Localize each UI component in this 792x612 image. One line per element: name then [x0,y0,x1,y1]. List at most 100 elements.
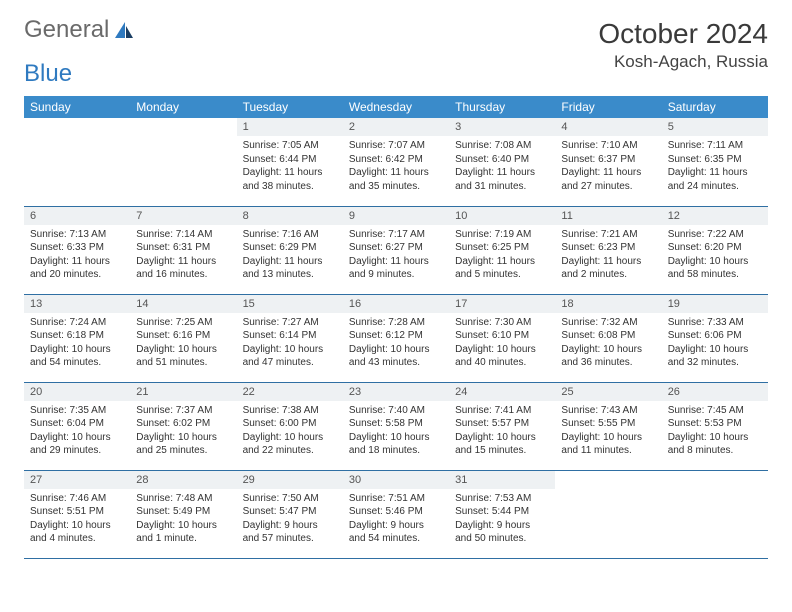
calendar-cell: 30Sunrise: 7:51 AMSunset: 5:46 PMDayligh… [343,470,449,558]
day-content: Sunrise: 7:33 AMSunset: 6:06 PMDaylight:… [662,313,768,376]
day-number: 7 [130,207,236,225]
day-number: 22 [237,383,343,401]
day-content: Sunrise: 7:08 AMSunset: 6:40 PMDaylight:… [449,136,555,199]
calendar-body: 1Sunrise: 7:05 AMSunset: 6:44 PMDaylight… [24,118,768,558]
day-content: Sunrise: 7:35 AMSunset: 6:04 PMDaylight:… [24,401,130,464]
calendar-cell: 29Sunrise: 7:50 AMSunset: 5:47 PMDayligh… [237,470,343,558]
calendar-cell [662,470,768,558]
logo: General [24,18,137,42]
day-number: 19 [662,295,768,313]
weekday-header: Saturday [662,96,768,118]
day-content: Sunrise: 7:07 AMSunset: 6:42 PMDaylight:… [343,136,449,199]
day-number: 17 [449,295,555,313]
day-content: Sunrise: 7:28 AMSunset: 6:12 PMDaylight:… [343,313,449,376]
day-content: Sunrise: 7:43 AMSunset: 5:55 PMDaylight:… [555,401,661,464]
day-content: Sunrise: 7:05 AMSunset: 6:44 PMDaylight:… [237,136,343,199]
day-content: Sunrise: 7:11 AMSunset: 6:35 PMDaylight:… [662,136,768,199]
calendar-cell: 23Sunrise: 7:40 AMSunset: 5:58 PMDayligh… [343,382,449,470]
calendar-cell: 14Sunrise: 7:25 AMSunset: 6:16 PMDayligh… [130,294,236,382]
day-content: Sunrise: 7:50 AMSunset: 5:47 PMDaylight:… [237,489,343,552]
day-number: 8 [237,207,343,225]
day-content: Sunrise: 7:21 AMSunset: 6:23 PMDaylight:… [555,225,661,288]
calendar-cell: 10Sunrise: 7:19 AMSunset: 6:25 PMDayligh… [449,206,555,294]
weekday-header: Tuesday [237,96,343,118]
day-content: Sunrise: 7:16 AMSunset: 6:29 PMDaylight:… [237,225,343,288]
day-content: Sunrise: 7:53 AMSunset: 5:44 PMDaylight:… [449,489,555,552]
day-content: Sunrise: 7:17 AMSunset: 6:27 PMDaylight:… [343,225,449,288]
calendar-cell: 1Sunrise: 7:05 AMSunset: 6:44 PMDaylight… [237,118,343,206]
calendar-row: 27Sunrise: 7:46 AMSunset: 5:51 PMDayligh… [24,470,768,558]
day-content: Sunrise: 7:32 AMSunset: 6:08 PMDaylight:… [555,313,661,376]
day-content: Sunrise: 7:41 AMSunset: 5:57 PMDaylight:… [449,401,555,464]
calendar-cell: 26Sunrise: 7:45 AMSunset: 5:53 PMDayligh… [662,382,768,470]
day-content: Sunrise: 7:10 AMSunset: 6:37 PMDaylight:… [555,136,661,199]
calendar-row: 6Sunrise: 7:13 AMSunset: 6:33 PMDaylight… [24,206,768,294]
calendar-cell: 28Sunrise: 7:48 AMSunset: 5:49 PMDayligh… [130,470,236,558]
calendar-row: 13Sunrise: 7:24 AMSunset: 6:18 PMDayligh… [24,294,768,382]
logo-text-blue: Blue [24,60,72,87]
calendar-cell: 13Sunrise: 7:24 AMSunset: 6:18 PMDayligh… [24,294,130,382]
calendar-cell: 7Sunrise: 7:14 AMSunset: 6:31 PMDaylight… [130,206,236,294]
calendar-cell: 22Sunrise: 7:38 AMSunset: 6:00 PMDayligh… [237,382,343,470]
day-number: 20 [24,383,130,401]
calendar-cell: 31Sunrise: 7:53 AMSunset: 5:44 PMDayligh… [449,470,555,558]
weekday-header-row: SundayMondayTuesdayWednesdayThursdayFrid… [24,96,768,118]
day-content: Sunrise: 7:37 AMSunset: 6:02 PMDaylight:… [130,401,236,464]
calendar-cell: 2Sunrise: 7:07 AMSunset: 6:42 PMDaylight… [343,118,449,206]
calendar-cell: 8Sunrise: 7:16 AMSunset: 6:29 PMDaylight… [237,206,343,294]
day-number: 4 [555,118,661,136]
day-content: Sunrise: 7:14 AMSunset: 6:31 PMDaylight:… [130,225,236,288]
day-number: 27 [24,471,130,489]
day-number: 30 [343,471,449,489]
logo-text-general: General [24,18,109,42]
day-content: Sunrise: 7:13 AMSunset: 6:33 PMDaylight:… [24,225,130,288]
calendar-table: SundayMondayTuesdayWednesdayThursdayFrid… [24,96,768,559]
day-content: Sunrise: 7:30 AMSunset: 6:10 PMDaylight:… [449,313,555,376]
weekday-header: Friday [555,96,661,118]
day-number: 24 [449,383,555,401]
day-number: 9 [343,207,449,225]
calendar-cell: 21Sunrise: 7:37 AMSunset: 6:02 PMDayligh… [130,382,236,470]
calendar-cell: 20Sunrise: 7:35 AMSunset: 6:04 PMDayligh… [24,382,130,470]
day-number: 23 [343,383,449,401]
day-number: 12 [662,207,768,225]
day-content: Sunrise: 7:46 AMSunset: 5:51 PMDaylight:… [24,489,130,552]
calendar-cell [555,470,661,558]
day-number: 18 [555,295,661,313]
day-content: Sunrise: 7:48 AMSunset: 5:49 PMDaylight:… [130,489,236,552]
weekday-header: Thursday [449,96,555,118]
calendar-cell [24,118,130,206]
weekday-header: Sunday [24,96,130,118]
day-content: Sunrise: 7:19 AMSunset: 6:25 PMDaylight:… [449,225,555,288]
day-number: 21 [130,383,236,401]
day-number: 1 [237,118,343,136]
weekday-header: Wednesday [343,96,449,118]
day-number: 14 [130,295,236,313]
calendar-cell: 17Sunrise: 7:30 AMSunset: 6:10 PMDayligh… [449,294,555,382]
calendar-cell: 24Sunrise: 7:41 AMSunset: 5:57 PMDayligh… [449,382,555,470]
day-number: 26 [662,383,768,401]
day-number: 15 [237,295,343,313]
calendar-cell: 25Sunrise: 7:43 AMSunset: 5:55 PMDayligh… [555,382,661,470]
day-number: 5 [662,118,768,136]
day-number: 3 [449,118,555,136]
calendar-cell: 6Sunrise: 7:13 AMSunset: 6:33 PMDaylight… [24,206,130,294]
calendar-cell: 4Sunrise: 7:10 AMSunset: 6:37 PMDaylight… [555,118,661,206]
weekday-header: Monday [130,96,236,118]
day-content: Sunrise: 7:38 AMSunset: 6:00 PMDaylight:… [237,401,343,464]
calendar-cell: 15Sunrise: 7:27 AMSunset: 6:14 PMDayligh… [237,294,343,382]
calendar-cell: 9Sunrise: 7:17 AMSunset: 6:27 PMDaylight… [343,206,449,294]
calendar-cell: 5Sunrise: 7:11 AMSunset: 6:35 PMDaylight… [662,118,768,206]
calendar-cell: 19Sunrise: 7:33 AMSunset: 6:06 PMDayligh… [662,294,768,382]
calendar-row: 20Sunrise: 7:35 AMSunset: 6:04 PMDayligh… [24,382,768,470]
month-title: October 2024 [598,18,768,50]
logo-sail-icon [113,20,135,40]
day-number: 28 [130,471,236,489]
calendar-cell: 27Sunrise: 7:46 AMSunset: 5:51 PMDayligh… [24,470,130,558]
day-number: 6 [24,207,130,225]
day-number: 2 [343,118,449,136]
calendar-cell: 12Sunrise: 7:22 AMSunset: 6:20 PMDayligh… [662,206,768,294]
calendar-cell [130,118,236,206]
calendar-cell: 16Sunrise: 7:28 AMSunset: 6:12 PMDayligh… [343,294,449,382]
calendar-cell: 18Sunrise: 7:32 AMSunset: 6:08 PMDayligh… [555,294,661,382]
